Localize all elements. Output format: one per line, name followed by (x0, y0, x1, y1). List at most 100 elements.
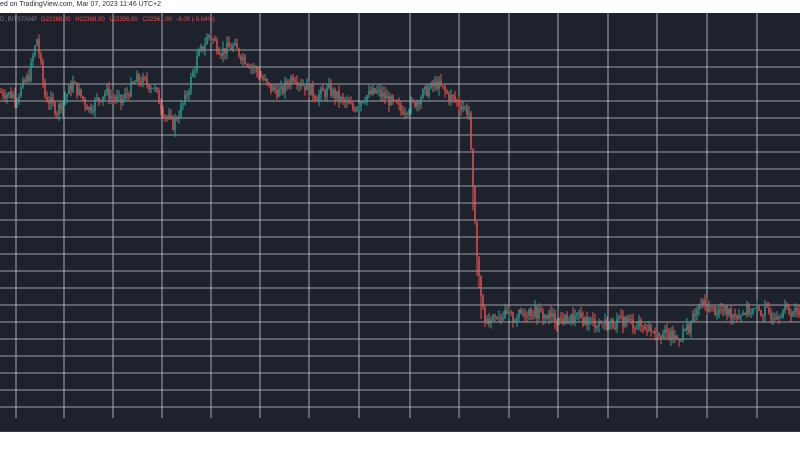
candle-body (326, 87, 328, 97)
candle-body (188, 91, 190, 96)
candle-body (674, 335, 676, 340)
candle-body (466, 106, 468, 115)
candle-body (56, 113, 58, 115)
candle-body (464, 106, 466, 108)
candle-body (194, 70, 196, 72)
candle-body (144, 76, 146, 79)
candle-body (752, 308, 754, 313)
candle-body (550, 312, 552, 317)
candle-body (42, 61, 44, 82)
candle-body (702, 299, 704, 305)
candle-body (38, 39, 40, 55)
ohlc-legend: D, BITSTAMP O22368.00 H22368.00 L22356.0… (0, 17, 218, 27)
candle-body (682, 329, 684, 340)
candle-body (456, 100, 458, 102)
candle-body (434, 81, 436, 87)
candle-body (350, 103, 352, 105)
legend-high-value: 22368.00 (79, 17, 105, 23)
candle-body (138, 73, 140, 82)
candle-body (314, 96, 316, 100)
candle-body (400, 104, 402, 111)
candle-body (438, 80, 440, 89)
candle-body (300, 83, 302, 86)
candle-body (394, 100, 396, 102)
candle-body (124, 93, 126, 99)
candle-body (526, 315, 528, 317)
candle-body (378, 89, 380, 91)
candle-body (218, 51, 220, 55)
candle-body (158, 90, 160, 104)
candle-body (502, 318, 504, 320)
candle-body (166, 116, 168, 118)
candle-body (66, 94, 68, 98)
time-axis[interactable]: 12:002812:00Mar12:00212:00312:00412:0051… (0, 431, 800, 432)
candle-body (54, 102, 56, 114)
candle-body (258, 71, 260, 78)
candle-body (736, 316, 738, 319)
candle-body (770, 313, 772, 319)
candle-body (320, 88, 322, 95)
candle-body (368, 90, 370, 96)
candle-body (604, 319, 606, 325)
candle-body (796, 308, 798, 311)
candle-body (608, 323, 610, 330)
candle-body (714, 306, 716, 315)
candle-body (646, 330, 648, 332)
candle-body (52, 97, 54, 103)
candle-body (720, 309, 722, 311)
candle-body (232, 45, 234, 50)
candle-body (686, 324, 688, 331)
candle-body (132, 82, 134, 84)
candle-body (726, 306, 728, 316)
candle-body (794, 308, 796, 313)
candle-body (286, 81, 288, 85)
candle-body (376, 90, 378, 93)
legend-close: C22361.00 (142, 17, 172, 23)
candle-body (284, 81, 286, 93)
candle-body (672, 330, 674, 340)
candle-body (4, 95, 6, 99)
candle-body (296, 82, 298, 86)
candle-body (220, 54, 222, 56)
candle-body (612, 319, 614, 328)
candle-body (58, 104, 60, 115)
candle-body (134, 82, 136, 84)
candle-body (0, 92, 2, 93)
candle-body (114, 97, 116, 100)
candle-body (68, 85, 70, 95)
candle-body (338, 91, 340, 101)
candle-body (416, 101, 418, 107)
candle-body (710, 306, 712, 308)
candle-body (634, 328, 636, 330)
candle-body (210, 34, 212, 40)
candle-body (440, 80, 442, 86)
candle-body (34, 45, 36, 56)
candle-body (128, 94, 130, 97)
candle-body (660, 336, 662, 338)
candle-body (732, 314, 734, 319)
candle-body (554, 313, 556, 322)
candle-body (468, 112, 470, 115)
candle-body (10, 92, 12, 98)
candle-body (92, 110, 94, 112)
candle-body (126, 93, 128, 95)
candle-body (168, 114, 170, 118)
candle-body (430, 82, 432, 89)
candle-body (484, 307, 486, 323)
candle-body (14, 94, 16, 102)
candle-body (40, 54, 42, 62)
candle-body (534, 306, 536, 317)
candle-body (536, 306, 538, 319)
candle-body (26, 75, 28, 82)
candle-body (222, 48, 224, 56)
candle-body (276, 89, 278, 97)
candle-body (692, 313, 694, 322)
candle-body (688, 324, 690, 333)
candle-body (516, 318, 518, 321)
candle-body (756, 306, 758, 309)
legend-change: -9.00 (-0.04%) (176, 17, 215, 23)
price-chart[interactable]: D, BITSTAMP O22368.00 H22368.00 L22356.0… (0, 13, 800, 432)
candle-body (76, 82, 78, 96)
candle-body (478, 256, 480, 276)
candle-body (500, 317, 502, 320)
